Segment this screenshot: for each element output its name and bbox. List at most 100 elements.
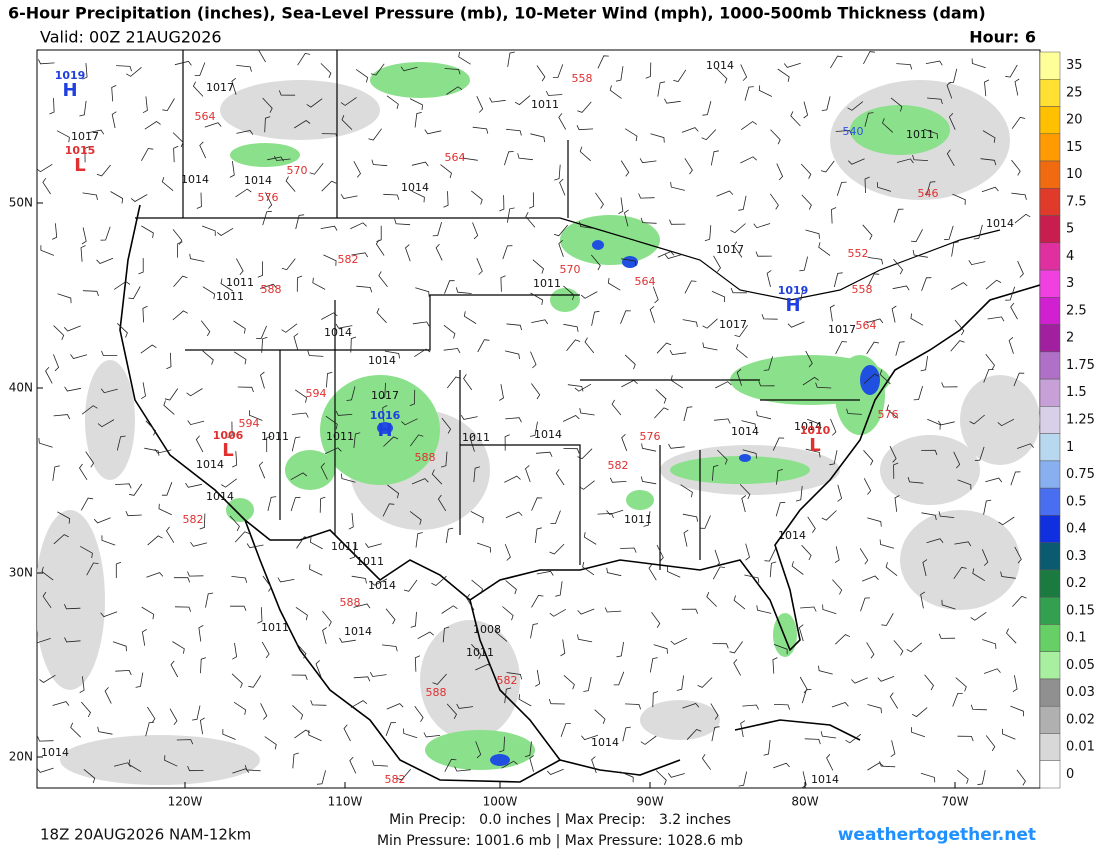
wind-barb <box>910 229 923 243</box>
wind-barb <box>308 729 322 742</box>
wind-barb <box>567 384 584 392</box>
wind-barb <box>441 605 458 614</box>
wind-barb <box>262 575 272 592</box>
pressure-label: 1017 <box>371 389 399 402</box>
wind-barb <box>471 644 482 660</box>
wind-barb <box>414 348 431 358</box>
wind-barb <box>609 477 627 483</box>
wind-barb <box>981 186 999 193</box>
wind-barb <box>1017 260 1024 278</box>
colorbar-cell <box>1039 515 1061 543</box>
wind-barb <box>534 527 542 543</box>
pressure-label: 1017 <box>716 243 744 256</box>
wind-barb <box>926 181 936 196</box>
wind-barb <box>202 286 216 300</box>
pressure-label: 1011 <box>462 431 490 444</box>
wind-barb <box>100 611 118 618</box>
pressure-label: 1014 <box>368 579 396 592</box>
wind-barb <box>53 414 71 420</box>
wind-barb <box>325 415 338 430</box>
wind-barb <box>758 85 773 97</box>
wind-barb <box>1010 302 1018 320</box>
wind-barb <box>773 644 788 655</box>
wind-barb <box>802 376 819 386</box>
thickness-label: 564 <box>195 110 216 123</box>
wind-barb <box>830 418 837 436</box>
wind-barb <box>799 256 808 272</box>
wind-barb <box>913 385 923 401</box>
wind-barb <box>320 462 328 480</box>
wind-barb <box>776 163 784 181</box>
wind-barb <box>733 241 743 258</box>
pressure-label: 1011 <box>261 621 289 634</box>
wind-barb <box>867 257 884 265</box>
wind-barb <box>504 543 511 561</box>
colorbar-label: 0.75 <box>1066 467 1095 482</box>
wind-barb <box>580 291 598 299</box>
wind-barb <box>204 122 222 128</box>
pressure-label: 1014 <box>324 326 352 339</box>
wind-barb <box>987 316 1005 322</box>
wind-barb <box>712 566 726 580</box>
wind-barb <box>946 81 953 99</box>
wind-barb <box>277 577 295 583</box>
wind-barb <box>532 259 544 274</box>
wind-barb <box>972 568 986 582</box>
thickness-label: 588 <box>426 686 447 699</box>
wind-barb <box>52 465 60 481</box>
wind-barb <box>295 606 308 621</box>
thickness-label: 582 <box>338 253 359 266</box>
wind-barb <box>281 258 296 271</box>
wind-barb <box>383 436 399 447</box>
wind-barb <box>881 613 894 626</box>
wind-barb <box>403 579 418 592</box>
wind-barb <box>528 192 535 209</box>
wind-barb <box>983 499 992 515</box>
wind-barb <box>546 768 564 775</box>
wind-barb <box>624 209 629 227</box>
wind-barb <box>714 549 720 567</box>
wind-barb <box>876 182 892 192</box>
thickness-label: 576 <box>640 430 661 443</box>
wind-barb <box>657 81 666 97</box>
wind-barb <box>431 469 443 485</box>
wind-barb <box>172 229 183 245</box>
wind-barb <box>257 261 263 278</box>
wind-barb <box>141 606 155 620</box>
wind-barb <box>306 98 323 108</box>
wind-barb <box>176 739 194 745</box>
wind-barb <box>229 515 240 532</box>
wind-barb <box>879 539 895 549</box>
wind-barb <box>682 319 698 328</box>
wind-barb <box>190 541 207 547</box>
wind-barb <box>741 420 757 430</box>
wind-barb <box>42 177 51 195</box>
wind-barb <box>80 245 86 262</box>
wind-barb <box>583 676 592 692</box>
wind-barb <box>950 340 965 352</box>
colorbar-cell <box>1039 433 1061 462</box>
pressure-center-value: 1019 <box>55 69 86 82</box>
pressure-label: 1014 <box>986 217 1014 230</box>
thickness-label: 594 <box>306 387 327 400</box>
wind-barb <box>145 721 155 737</box>
wind-barb <box>670 375 684 389</box>
wind-barb <box>378 271 388 287</box>
wind-barb <box>686 729 702 740</box>
wind-barb <box>641 443 657 452</box>
wind-barb <box>711 726 720 742</box>
colorbar-label: 0.5 <box>1066 494 1087 509</box>
wind-barb <box>39 674 56 683</box>
wind-barb <box>115 561 122 578</box>
wind-barb <box>443 191 449 208</box>
wind-barb <box>911 727 926 738</box>
wind-barb <box>773 704 791 710</box>
wind-barb <box>716 190 734 197</box>
wind-barb <box>518 694 532 707</box>
wind-barb <box>259 283 277 289</box>
wind-barb <box>297 52 311 66</box>
wind-barb <box>563 448 580 454</box>
wind-barb <box>320 63 332 78</box>
wind-barb <box>233 320 246 334</box>
wind-barb <box>81 405 98 415</box>
